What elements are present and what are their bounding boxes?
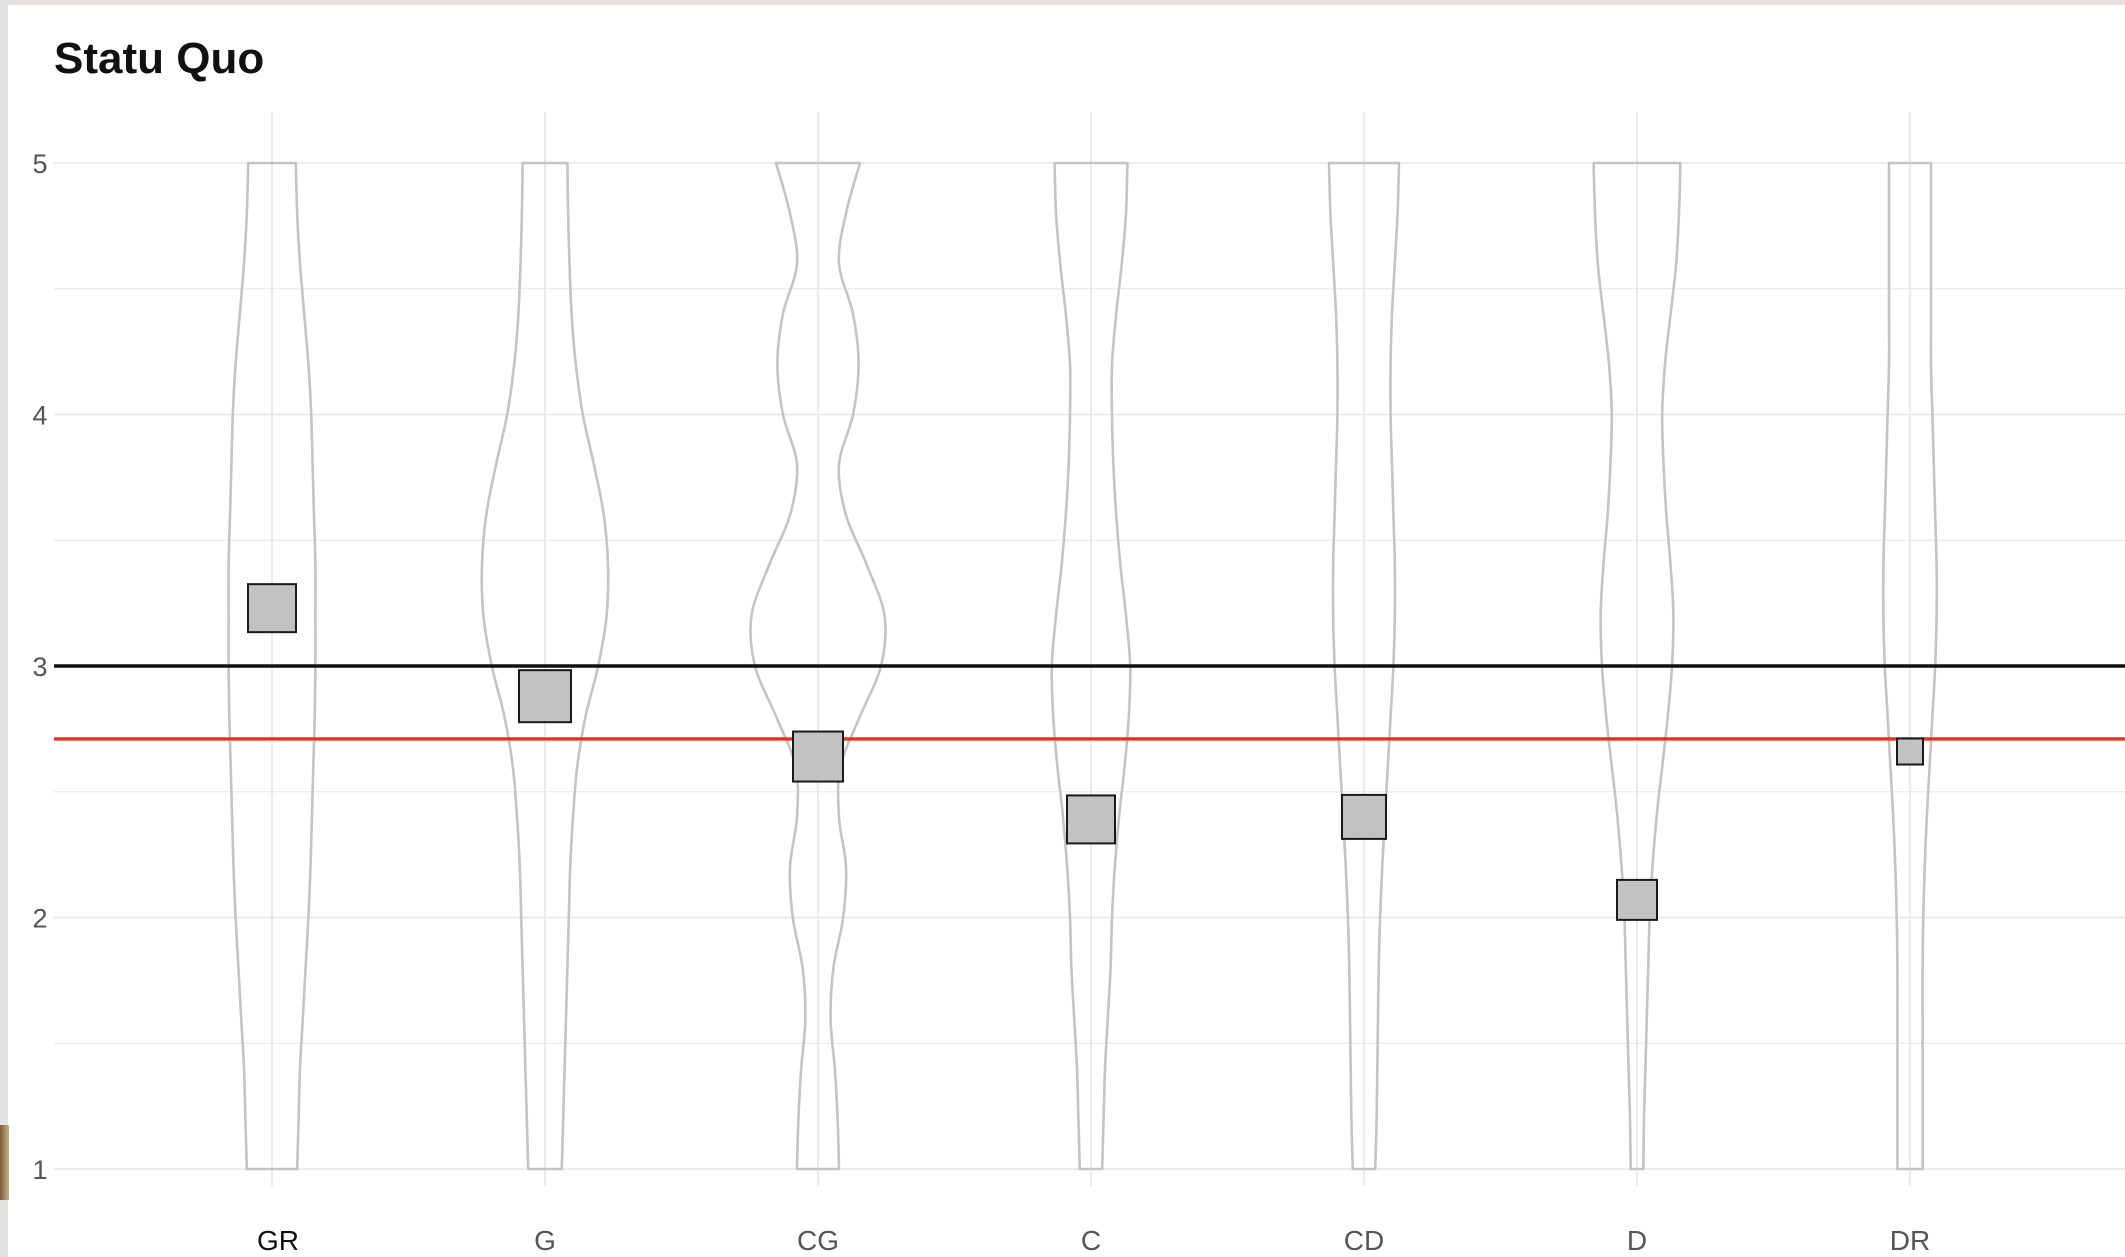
x-category-label-cd: CD [1344, 1225, 1384, 1256]
grid-lines [54, 112, 2125, 1186]
y-tick-label: 2 [32, 904, 47, 934]
violin-cg [749, 161, 887, 1171]
x-category-label-g: G [534, 1225, 556, 1256]
reference-lines [54, 664, 2125, 741]
violin-cd [1327, 161, 1401, 1171]
x-category-label-c: C [1081, 1225, 1101, 1256]
y-tick-label: 1 [32, 1155, 47, 1185]
mean-marker-cg [792, 730, 844, 783]
y-tick-label: 4 [32, 401, 47, 431]
x-category-label-d: D [1627, 1225, 1647, 1256]
chart-panel [8, 5, 2125, 1257]
violin-dr [1881, 161, 1939, 1171]
x-category-label-cg: CG [797, 1225, 839, 1256]
chart-title: Statu Quo [54, 34, 264, 83]
x-category-label-gr: GR [257, 1225, 299, 1256]
mean-marker-dr [1896, 737, 1924, 766]
mean-marker-c [1066, 794, 1116, 845]
violin-c [1050, 161, 1132, 1171]
violin-gr [227, 161, 317, 1171]
mean-marker-d [1616, 878, 1658, 921]
y-tick-label: 5 [32, 149, 47, 179]
background-photo-edge [0, 1125, 9, 1200]
violins [227, 161, 1939, 1171]
mean-marker-cd [1341, 793, 1387, 840]
x-category-label-dr: DR [1890, 1225, 1930, 1256]
mean-marker-g [518, 669, 572, 724]
mean-marker-gr [247, 583, 297, 634]
x-axis-categories: GR G CG C CD D DR [257, 1225, 1930, 1256]
mean-markers [247, 583, 1924, 921]
violin-g [480, 161, 610, 1171]
y-tick-label: 3 [32, 652, 47, 682]
violin-d [1592, 161, 1682, 1171]
y-axis-ticks: 1 2 3 4 5 [32, 149, 47, 1185]
